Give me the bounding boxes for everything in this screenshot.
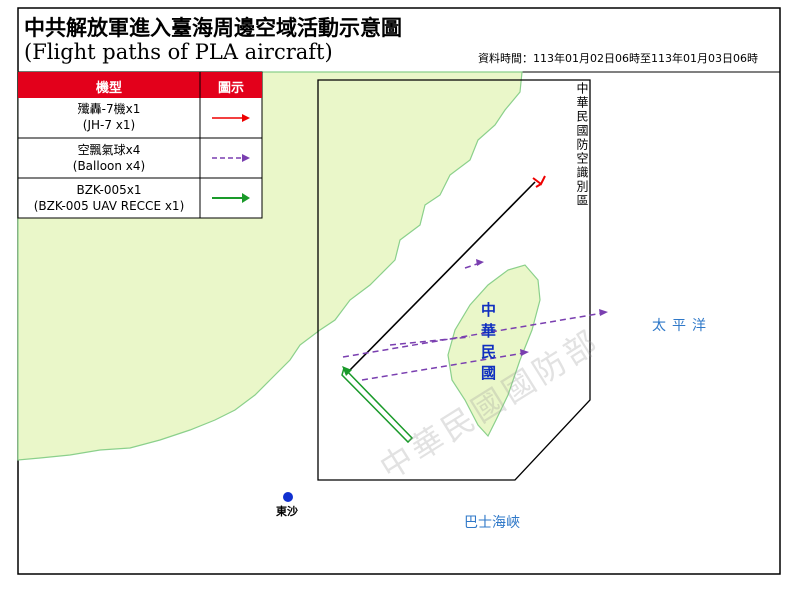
legend-row: 殲轟-7機x1 (JH-7 x1) bbox=[18, 101, 200, 133]
adiz-label: 中華民國防空識別區 bbox=[575, 82, 589, 208]
legend-uav-icon bbox=[242, 193, 250, 203]
jh7-arrowhead bbox=[532, 175, 546, 188]
uav-path bbox=[341, 366, 414, 444]
bashi-label: 巴士海峽 bbox=[464, 515, 520, 531]
legend-label-zh: 殲轟-7機x1 bbox=[77, 102, 141, 116]
arrowhead bbox=[476, 259, 484, 266]
legend-column: 圖示 bbox=[217, 81, 244, 96]
pacific-label: 太平洋 bbox=[652, 318, 712, 334]
dongsha-label: 東沙 bbox=[276, 505, 298, 518]
balloon-path bbox=[361, 352, 525, 381]
adiz-boundary bbox=[317, 79, 591, 481]
legend-row: 空飄氣球x4 (Balloon x4) bbox=[18, 142, 200, 174]
legend-row: BZK-005x1 (BZK-005 UAV RECCE x1) bbox=[18, 182, 200, 214]
legend-column: 機型 bbox=[95, 81, 122, 96]
subtitle: (Flight paths of PLA aircraft) bbox=[24, 40, 333, 64]
balloon-arrowheads bbox=[476, 259, 608, 356]
legend-label-en: (Balloon x4) bbox=[72, 159, 146, 173]
balloon-path bbox=[389, 336, 471, 346]
legend-label-en: (JH-7 x1) bbox=[82, 118, 136, 132]
legend-label-en: (BZK-005 UAV RECCE x1) bbox=[33, 199, 185, 213]
taiwan-label: 中華民國 bbox=[479, 302, 497, 386]
uav-arrowhead bbox=[342, 366, 352, 376]
taiwan-island bbox=[447, 264, 541, 438]
jh7-path bbox=[347, 181, 536, 373]
legend-label-zh: BZK-005x1 bbox=[76, 183, 142, 197]
arrowhead bbox=[520, 349, 529, 356]
legend-header bbox=[18, 72, 262, 98]
balloon-path bbox=[342, 312, 604, 358]
arrowhead bbox=[599, 309, 608, 316]
legend-balloon-icon bbox=[242, 154, 250, 162]
title: 中共解放軍進入臺海周邊空域活動示意圖 bbox=[24, 16, 402, 40]
legend-jh7-icon bbox=[242, 114, 250, 122]
legend-label-zh: 空飄氣球x4 bbox=[77, 143, 141, 157]
dongsha-marker bbox=[283, 492, 293, 502]
data-time: 資料時間：113年01月02日06時至113年01月03日06時 bbox=[478, 52, 758, 65]
